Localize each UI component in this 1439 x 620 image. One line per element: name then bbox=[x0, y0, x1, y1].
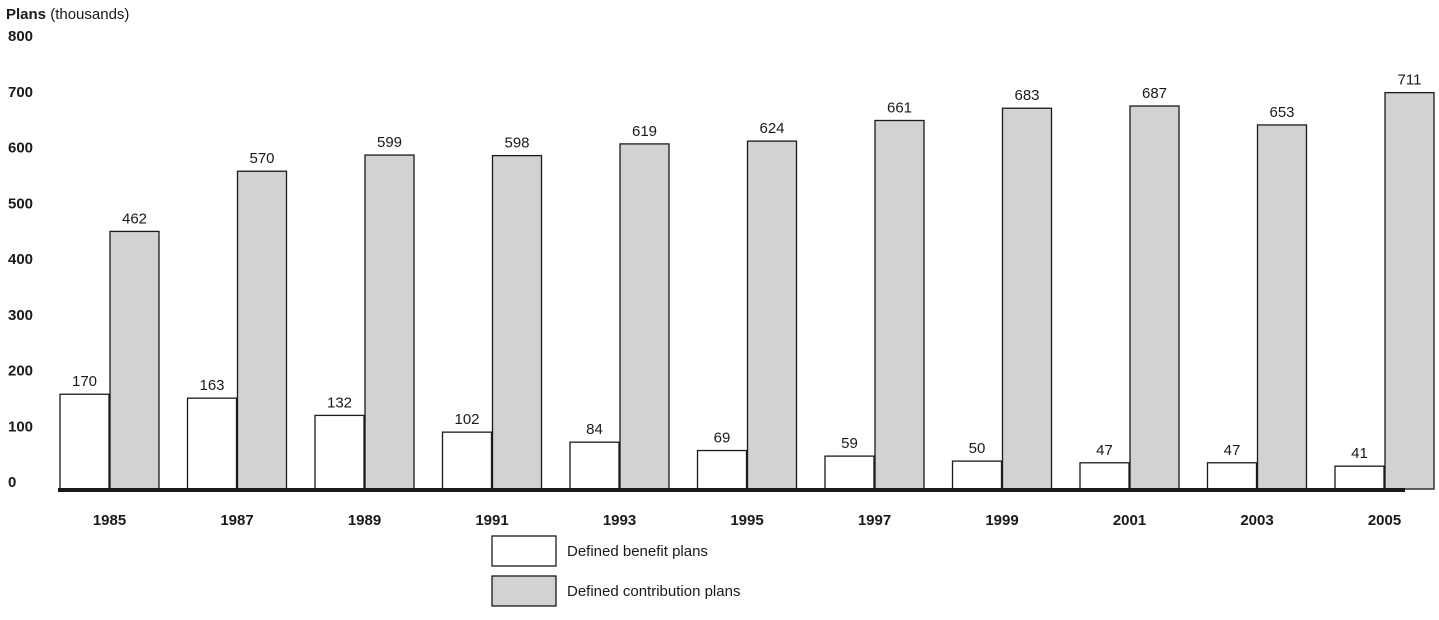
bar-defined-contribution bbox=[1256, 124, 1308, 490]
bar-defined-contribution bbox=[491, 154, 543, 490]
bar-defined-benefit bbox=[186, 397, 238, 490]
data-label: 683 bbox=[1014, 87, 1039, 104]
y-tick-label: 800 bbox=[8, 28, 33, 45]
data-label: 132 bbox=[327, 394, 352, 411]
data-label: 711 bbox=[1398, 72, 1422, 89]
x-tick-label: 1999 bbox=[985, 512, 1018, 529]
y-axis-title-bold: Plans bbox=[6, 6, 47, 23]
legend-label-defined-contribution: Defined contribution plans bbox=[567, 583, 740, 600]
bar-defined-contribution bbox=[619, 143, 670, 490]
bar-defined-benefit bbox=[1334, 465, 1385, 490]
bar-defined-contribution bbox=[364, 154, 415, 490]
bar-defined-benefit bbox=[696, 449, 748, 490]
bar-defined-benefit bbox=[59, 393, 110, 490]
data-label: 59 bbox=[841, 435, 858, 452]
data-label: 170 bbox=[72, 373, 97, 390]
data-label: 163 bbox=[199, 377, 224, 394]
x-tick-label: 1995 bbox=[730, 512, 763, 529]
data-label: 624 bbox=[759, 120, 784, 137]
data-label: 599 bbox=[377, 134, 402, 151]
bar-defined-contribution bbox=[1384, 91, 1435, 490]
y-tick-label: 0 bbox=[8, 474, 16, 491]
bar-defined-benefit bbox=[314, 414, 365, 490]
bar-defined-benefit bbox=[1206, 462, 1258, 490]
data-label: 41 bbox=[1351, 445, 1368, 462]
y-tick-label: 200 bbox=[8, 363, 33, 380]
data-label: 84 bbox=[586, 421, 603, 438]
data-label: 661 bbox=[887, 99, 912, 116]
bar-defined-benefit bbox=[441, 431, 493, 490]
x-tick-label: 1985 bbox=[93, 512, 126, 529]
y-tick-label: 300 bbox=[8, 307, 33, 324]
data-label: 653 bbox=[1269, 104, 1294, 121]
data-label: 687 bbox=[1142, 85, 1167, 102]
bar-defined-contribution bbox=[109, 230, 160, 490]
x-tick-label: 1993 bbox=[603, 512, 636, 529]
data-label: 570 bbox=[249, 150, 274, 167]
x-tick-label: 1991 bbox=[475, 512, 508, 529]
x-tick-label: 1987 bbox=[220, 512, 253, 529]
bar-defined-contribution bbox=[874, 119, 925, 490]
legend-label-defined-benefit: Defined benefit plans bbox=[567, 543, 708, 560]
legend-swatch-defined-contribution bbox=[491, 575, 557, 607]
x-tick-label: 2001 bbox=[1113, 512, 1146, 529]
bar-defined-contribution bbox=[746, 140, 798, 490]
bar-defined-contribution bbox=[1001, 107, 1053, 490]
data-label: 50 bbox=[969, 440, 986, 457]
bar-defined-benefit bbox=[569, 441, 620, 490]
x-tick-label: 2003 bbox=[1240, 512, 1273, 529]
y-tick-label: 700 bbox=[8, 84, 33, 101]
y-tick-label: 100 bbox=[8, 418, 33, 435]
y-axis-title: Plans (thousands) bbox=[6, 6, 129, 23]
data-label: 619 bbox=[632, 123, 657, 140]
y-tick-label: 500 bbox=[8, 195, 33, 212]
y-axis-title-unit: (thousands) bbox=[50, 6, 130, 23]
x-tick-label: 1997 bbox=[858, 512, 891, 529]
bar-defined-benefit bbox=[951, 460, 1003, 490]
bar-defined-benefit bbox=[824, 455, 875, 490]
x-tick-label: 2005 bbox=[1368, 512, 1401, 529]
y-tick-label: 600 bbox=[8, 140, 33, 157]
y-tick-label: 400 bbox=[8, 251, 33, 268]
data-label: 102 bbox=[454, 411, 479, 428]
data-label: 69 bbox=[714, 430, 731, 447]
data-label: 598 bbox=[504, 135, 529, 152]
bar-defined-contribution bbox=[236, 170, 288, 490]
bar-defined-benefit bbox=[1079, 462, 1130, 490]
data-label: 47 bbox=[1224, 442, 1241, 459]
legend-swatch-defined-benefit bbox=[491, 535, 557, 567]
x-tick-label: 1989 bbox=[348, 512, 381, 529]
bar-defined-contribution bbox=[1129, 105, 1180, 490]
data-label: 462 bbox=[122, 210, 147, 227]
data-label: 47 bbox=[1096, 442, 1113, 459]
